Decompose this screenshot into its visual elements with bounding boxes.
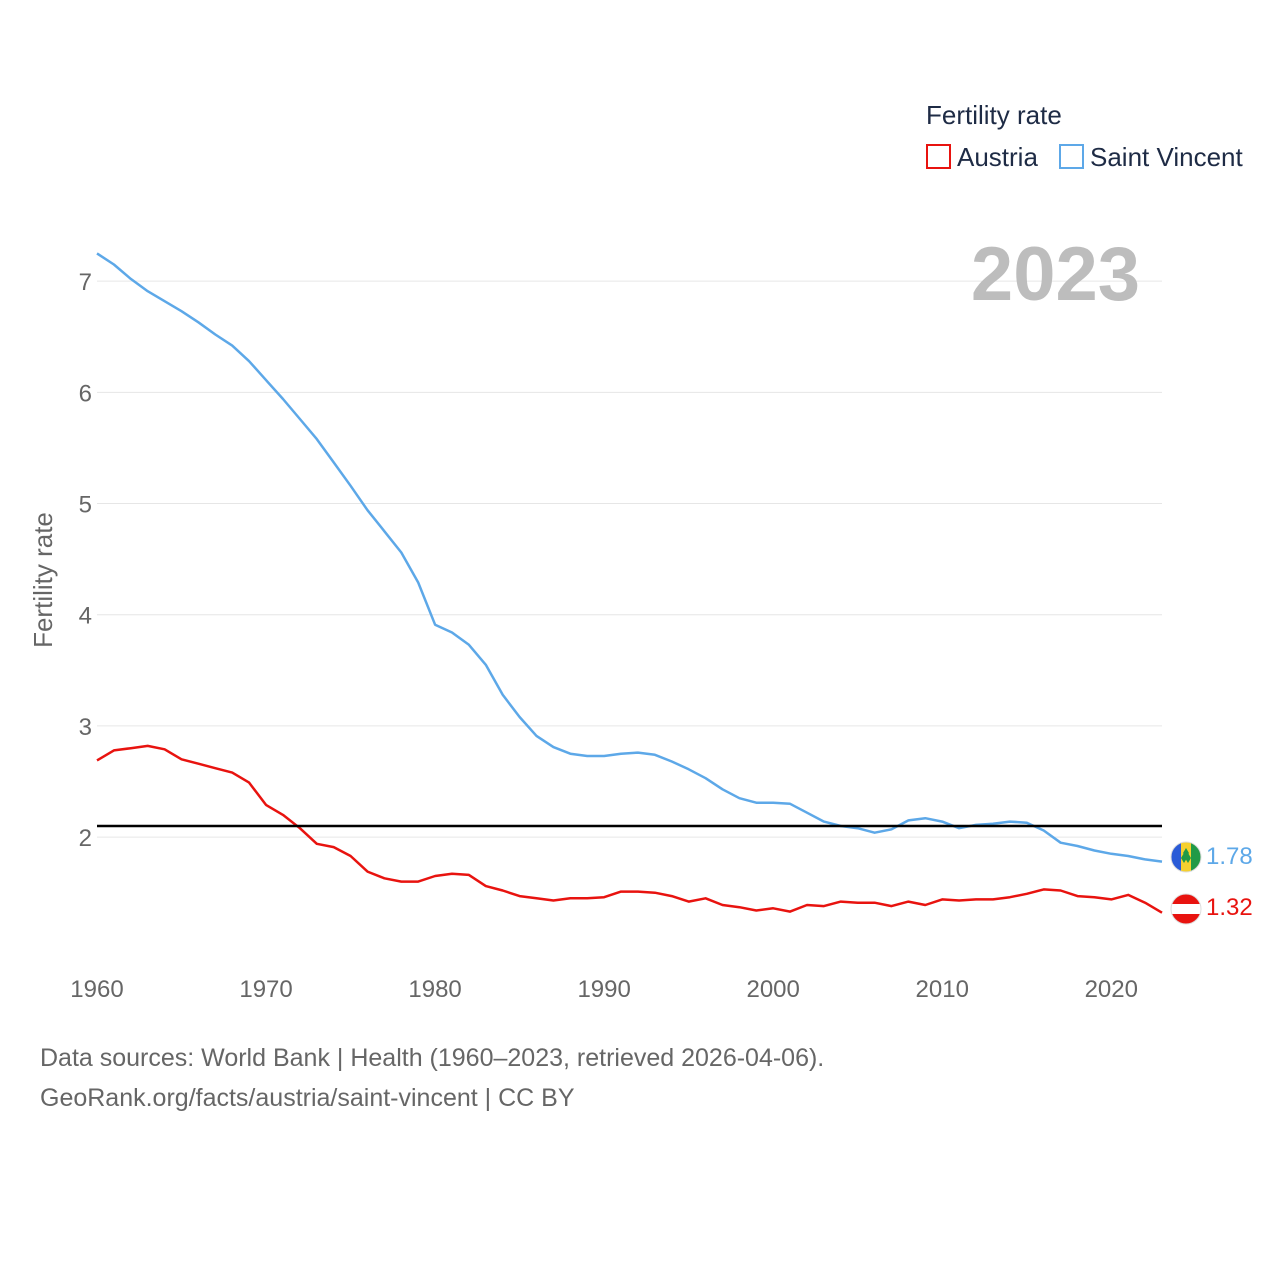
y-tick-label: 3 — [79, 714, 92, 741]
source-link[interactable]: GeoRank.org/facts/austria/saint-vincent … — [40, 1084, 575, 1112]
y-tick-label: 5 — [79, 492, 92, 519]
source-note: Data sources: World Bank | Health (1960–… — [40, 1044, 825, 1072]
legend: Fertility rate Austria Saint Vincent — [926, 100, 1244, 172]
y-tick-label: 4 — [79, 603, 92, 630]
saint-vincent-end-value: 1.78 — [1206, 843, 1253, 870]
legend-label-austria: Austria — [957, 142, 1038, 172]
y-axis-ticks: 2 3 4 5 6 7 — [79, 269, 92, 852]
x-tick-label: 2020 — [1085, 976, 1138, 1003]
year-label: 2023 — [971, 232, 1140, 317]
legend-swatch-saint-vincent — [1059, 144, 1084, 169]
grid-lines — [97, 280, 1162, 838]
x-tick-label: 1970 — [239, 976, 292, 1003]
series-line-saint-vincent — [96, 252, 1163, 863]
series-line-austria — [96, 744, 1163, 914]
x-tick-label: 1960 — [70, 976, 123, 1003]
y-tick-label: 7 — [79, 269, 92, 296]
x-tick-label: 2010 — [916, 976, 969, 1003]
austria-end-value: 1.32 — [1206, 894, 1253, 921]
y-axis-label: Fertility rate — [28, 512, 58, 648]
x-tick-label: 1980 — [408, 976, 461, 1003]
legend-swatch-austria — [926, 144, 951, 169]
series-lines — [96, 252, 1163, 914]
y-tick-label: 2 — [79, 825, 92, 852]
x-tick-label: 1990 — [577, 976, 630, 1003]
x-tick-label: 2000 — [746, 976, 799, 1003]
legend-title: Fertility rate — [926, 100, 1062, 130]
saint-vincent-flag-icon — [1171, 842, 1201, 872]
legend-label-saint-vincent: Saint Vincent — [1090, 142, 1244, 172]
austria-flag-icon — [1171, 894, 1201, 924]
x-axis-ticks: 1960 1970 1980 1990 2000 2010 2020 — [70, 976, 1138, 1003]
y-tick-label: 6 — [79, 380, 92, 407]
